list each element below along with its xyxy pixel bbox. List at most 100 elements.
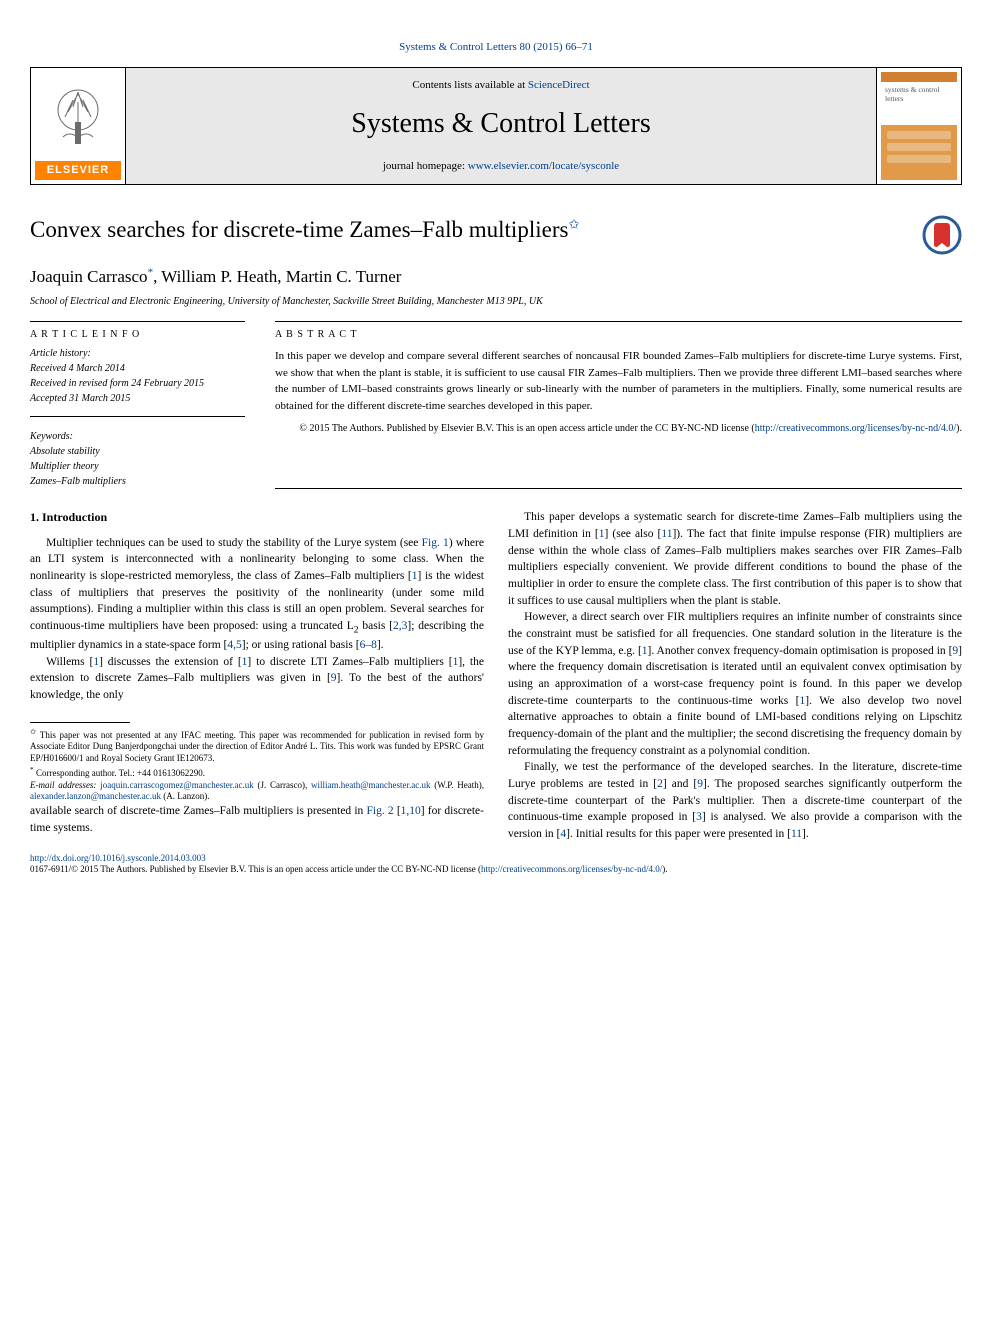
text: ] discusses the extension of [	[99, 656, 242, 668]
kw2: Multiplier theory	[30, 459, 245, 474]
cover-bar	[887, 143, 951, 151]
title-footnote-mark[interactable]: ✩	[568, 217, 579, 232]
section-1-title: 1. Introduction	[30, 509, 484, 526]
para-5: Finally, we test the performance of the …	[508, 759, 962, 842]
emails-label: E-mail addresses:	[30, 780, 96, 790]
text: ].	[802, 828, 809, 840]
email-1[interactable]: joaquin.carrascogomez@manchester.ac.uk	[100, 780, 253, 790]
footnote-corr: * Corresponding author. Tel.: +44 016130…	[30, 765, 484, 780]
journal-header: ELSEVIER Contents lists available at Sci…	[30, 67, 962, 185]
license-link[interactable]: http://creativecommons.org/licenses/by-n…	[755, 423, 956, 434]
footnotes: ✩ This paper was not presented at any IF…	[30, 722, 484, 803]
article-info-heading: A R T I C L E I N F O	[30, 328, 245, 342]
text: ]. Another convex frequency-domain optim…	[648, 645, 953, 657]
article-info: A R T I C L E I N F O Article history: R…	[30, 321, 245, 489]
top-citation: Systems & Control Letters 80 (2015) 66–7…	[30, 40, 962, 55]
fig2-link[interactable]: Fig. 2	[367, 805, 394, 817]
bottom-copyright: 0167-6911/© 2015 The Authors. Published …	[30, 864, 962, 876]
ref-23[interactable]: 2,3	[393, 620, 407, 632]
email-2[interactable]: william.heath@manchester.ac.uk	[311, 780, 431, 790]
author-main: Joaquin Carrasco	[30, 267, 148, 286]
text: ] to discrete LTI Zames–Falb multipliers…	[247, 656, 452, 668]
journal-cover[interactable]: systems & control letters	[876, 68, 961, 184]
text: Willems [	[46, 656, 93, 668]
email-3[interactable]: alexander.lanzon@manchester.ac.uk	[30, 791, 161, 801]
citation-link[interactable]: Systems & Control Letters 80 (2015) 66–7…	[399, 41, 593, 53]
journal-title: Systems & Control Letters	[351, 104, 650, 143]
abstract-heading: A B S T R A C T	[275, 328, 962, 342]
title-text: Convex searches for discrete-time Zames–…	[30, 217, 568, 242]
contents-prefix: Contents lists available at	[412, 79, 527, 91]
text: ].	[377, 639, 384, 651]
text: ]; or using rational basis [	[242, 639, 360, 651]
license-close: ).	[956, 423, 962, 434]
para-3b: This paper develops a systematic search …	[508, 509, 962, 609]
elsevier-brand-label: ELSEVIER	[35, 161, 121, 180]
keywords: Keywords: Absolute stability Multiplier …	[30, 429, 245, 489]
homepage-line: journal homepage: www.elsevier.com/locat…	[383, 159, 619, 174]
sciencedirect-link[interactable]: ScienceDirect	[528, 79, 590, 91]
fn-text: This paper was not presented at any IFAC…	[30, 730, 484, 763]
cover-title-text: systems & control letters	[881, 84, 957, 125]
bottom-license-link[interactable]: http://creativecommons.org/licenses/by-n…	[481, 864, 662, 874]
header-center: Contents lists available at ScienceDirec…	[126, 68, 876, 184]
ref-10[interactable]: 1,10	[401, 805, 421, 817]
paper-title: Convex searches for discrete-time Zames–…	[30, 215, 906, 245]
crossmark-icon[interactable]	[922, 215, 962, 255]
abstract: A B S T R A C T In this paper we develop…	[275, 321, 962, 489]
para-3: available search of discrete-time Zames–…	[30, 803, 484, 836]
affiliation: School of Electrical and Electronic Engi…	[30, 295, 962, 309]
bottom-close: ).	[662, 864, 667, 874]
email2-who: (W.P. Heath),	[431, 780, 484, 790]
abstract-text: In this paper we develop and compare sev…	[275, 348, 962, 414]
text: ]. Initial results for this paper were p…	[566, 828, 791, 840]
copyright-text: © 2015 The Authors. Published by Elsevie…	[299, 423, 754, 434]
ref-45[interactable]: 4,5	[227, 639, 241, 651]
kw3: Zames–Falb multipliers	[30, 474, 245, 489]
contents-list-line: Contents lists available at ScienceDirec…	[412, 78, 589, 93]
elsevier-logo[interactable]: ELSEVIER	[31, 68, 126, 184]
cover-body	[881, 125, 957, 180]
cover-bar	[887, 131, 951, 139]
text: available search of discrete-time Zames–…	[30, 805, 367, 817]
accepted: Accepted 31 March 2015	[30, 391, 245, 406]
fig1-link[interactable]: Fig. 1	[422, 537, 449, 549]
para-4: However, a direct search over FIR multip…	[508, 609, 962, 759]
homepage-prefix: journal homepage:	[383, 160, 468, 172]
text: ] (see also [	[605, 528, 662, 540]
text: Multiplier techniques can be used to stu…	[46, 537, 422, 549]
text: basis [	[359, 620, 393, 632]
corr-text: Corresponding author. Tel.: +44 01613062…	[34, 768, 205, 778]
para-1: Multiplier techniques can be used to stu…	[30, 535, 484, 654]
text: ] and [	[663, 778, 697, 790]
cover-stripe	[881, 72, 957, 82]
homepage-link[interactable]: www.elsevier.com/locate/sysconle	[468, 160, 619, 172]
ref-11a[interactable]: 11	[661, 528, 672, 540]
email3-who: (A. Lanzon).	[161, 791, 209, 801]
kw1: Absolute stability	[30, 444, 245, 459]
email1-who: (J. Carrasco),	[254, 780, 308, 790]
elsevier-tree-icon	[35, 72, 121, 161]
authors-rest: , William P. Heath, Martin C. Turner	[153, 267, 401, 286]
revised: Received in revised form 24 February 201…	[30, 376, 245, 391]
received: Received 4 March 2014	[30, 361, 245, 376]
doi-link[interactable]: http://dx.doi.org/10.1016/j.sysconle.201…	[30, 853, 206, 863]
article-history: Article history: Received 4 March 2014 R…	[30, 346, 245, 417]
footnote-funding: ✩ This paper was not presented at any IF…	[30, 727, 484, 765]
footnote-emails: E-mail addresses: joaquin.carrascogomez@…	[30, 780, 484, 803]
bottom-line: 0167-6911/© 2015 The Authors. Published …	[30, 864, 481, 874]
ref-11b[interactable]: 11	[791, 828, 802, 840]
authors: Joaquin Carrasco*, William P. Heath, Mar…	[30, 265, 962, 289]
bottom-bar: http://dx.doi.org/10.1016/j.sysconle.201…	[30, 853, 962, 876]
abstract-copyright: © 2015 The Authors. Published by Elsevie…	[275, 422, 962, 436]
footnote-rule	[30, 722, 130, 723]
body-columns: 1. Introduction Multiplier techniques ca…	[30, 509, 962, 842]
keywords-label: Keywords:	[30, 429, 245, 444]
history-label: Article history:	[30, 346, 245, 361]
ref-68[interactable]: 6–8	[360, 639, 377, 651]
text: [	[394, 805, 401, 817]
para-2: Willems [1] discusses the extension of […	[30, 654, 484, 704]
title-row: Convex searches for discrete-time Zames–…	[30, 215, 962, 255]
info-abstract-row: A R T I C L E I N F O Article history: R…	[30, 321, 962, 489]
cover-bar	[887, 155, 951, 163]
